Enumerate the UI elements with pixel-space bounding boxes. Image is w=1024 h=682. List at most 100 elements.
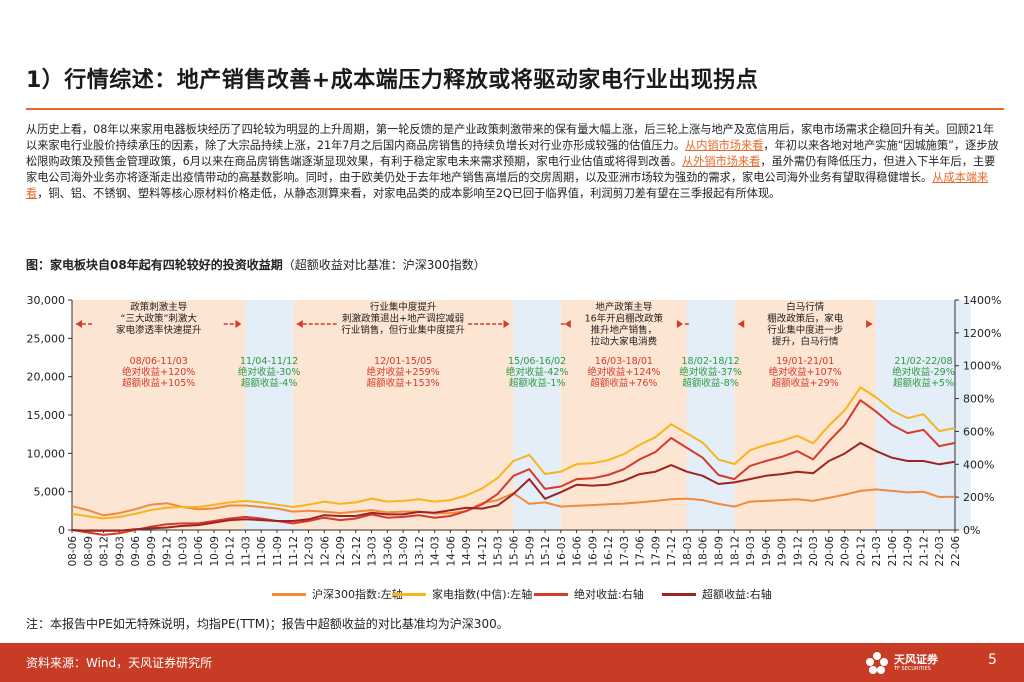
- annotation-stat: 19/01-21/01: [776, 356, 834, 367]
- annotation-desc: 行业集中度提升: [370, 301, 437, 313]
- annotation-desc: 提升，白马行情: [772, 336, 839, 348]
- y-left-tick-label: 20,000: [27, 371, 66, 384]
- annotation-stat: 超额收益+105%: [122, 377, 195, 389]
- x-tick-label: 16-06: [572, 536, 584, 567]
- intro-paragraph: 从历史上看，08年以来家用电器板块经历了四轮较为明显的上升周期，第一轮反馈的是产…: [26, 122, 1004, 202]
- annotation-stat: 超额收益+5%: [893, 377, 954, 389]
- arrow-head-icon: [76, 320, 82, 328]
- x-tick-label: 10-09: [209, 536, 221, 567]
- x-tick-label: 21-12: [918, 536, 930, 567]
- x-tick-label: 15-06: [509, 536, 521, 567]
- x-tick-label: 08-06: [67, 536, 79, 567]
- y-right-tick-label: 200%: [963, 491, 994, 504]
- shaded-band-down: [686, 300, 735, 530]
- x-tick-label: 15-12: [540, 536, 552, 567]
- annotation-stat: 08/06-11/03: [130, 356, 188, 367]
- arrow-head-icon: [564, 320, 571, 328]
- annotation-stat: 超额收益+76%: [590, 377, 657, 389]
- shaded-band-up: [734, 300, 877, 530]
- annotation-desc: 刺激政策退出+地产调控减弱: [342, 313, 464, 325]
- annotation-stat: 超额收益-4%: [241, 377, 298, 389]
- x-tick-label: 18-03: [682, 536, 694, 567]
- chart-legend: 沪深300指数:左轴 家电指数(中信):左轴 绝对收益:右轴 超额收益:右轴: [0, 586, 1024, 602]
- y-right-tick-label: 600%: [963, 425, 994, 438]
- shaded-band-up: [72, 300, 246, 530]
- figure-caption-subtitle: （超额收益对比基准：沪深300指数）: [282, 258, 486, 272]
- x-tick-label: 09-03: [114, 536, 126, 567]
- annotation-stat: 超额收益+29%: [772, 377, 839, 389]
- legend-item: 超额收益:右轴: [662, 586, 772, 602]
- x-tick-label: 20-12: [855, 536, 867, 567]
- legend-swatch: [534, 592, 568, 596]
- x-tick-label: 21-03: [871, 536, 883, 567]
- arrow-head-icon: [866, 320, 873, 328]
- highlight-domestic: 从内销市场来看: [685, 139, 764, 152]
- logo-text: 天风证券: [894, 653, 938, 666]
- x-tick-label: 13-09: [398, 536, 410, 567]
- page-number: 5: [988, 652, 997, 668]
- legend-label: 绝对收益:右轴: [574, 588, 644, 601]
- x-tick-label: 13-06: [382, 536, 394, 567]
- x-tick-label: 11-06: [256, 536, 268, 567]
- x-tick-label: 11-09: [272, 536, 284, 567]
- annotation-desc: 白马行情: [786, 301, 825, 313]
- y-right-tick-label: 400%: [963, 458, 994, 471]
- x-tick-label: 15-09: [524, 536, 536, 567]
- highlight-export: 从外销市场来看: [682, 155, 761, 168]
- x-tick-label: 14-09: [461, 536, 473, 567]
- arrow-head-icon: [738, 320, 745, 328]
- x-tick-label: 17-09: [650, 536, 662, 567]
- x-tick-label: 14-12: [477, 536, 489, 567]
- y-left-tick-label: 30,000: [27, 294, 66, 307]
- x-tick-label: 11-12: [288, 536, 300, 567]
- y-left-tick-label: 25,000: [27, 332, 66, 345]
- annotation-desc: 行业集中度进一步: [767, 324, 843, 336]
- logo-flower-icon: [866, 652, 888, 674]
- figure-caption-title: 图：家电板块自08年起有四轮较好的投资收益期: [26, 258, 283, 272]
- x-tick-label: 19-09: [777, 536, 789, 567]
- annotation-stat: 绝对收益+120%: [122, 366, 195, 378]
- annotation-stat: 18/02-18/12: [682, 356, 740, 367]
- shaded-band-down: [245, 300, 293, 530]
- arrow-head-icon: [296, 320, 303, 328]
- x-tick-label: 18-12: [729, 536, 741, 567]
- x-tick-label: 11-03: [240, 536, 252, 567]
- y-right-tick-label: 0%: [963, 524, 980, 537]
- arrow-head-icon: [503, 320, 510, 328]
- annotation-stat: 绝对收益-42%: [506, 366, 569, 378]
- x-tick-label: 12-09: [335, 536, 347, 567]
- series-line-1: [71, 386, 956, 520]
- x-tick-label: 17-03: [619, 536, 631, 567]
- x-tick-label: 08-09: [83, 536, 95, 567]
- figure-caption: 图：家电板块自08年起有四轮较好的投资收益期（超额收益对比基准：沪深300指数）: [26, 256, 486, 273]
- annotation-desc: 棚改政策后，家电: [767, 313, 844, 325]
- intro-text-2: ，年初以来各地对地产实施“因城施策”，逐步放松限购政策及预售金管理政策，6月以来…: [26, 139, 999, 168]
- intro-text-1: 从历史上看，08年以来家用电器板块经历了四轮较为明显的上升周期，第一轮反馈的是产…: [26, 123, 995, 152]
- x-tick-label: 08-12: [99, 536, 111, 567]
- x-tick-label: 17-12: [666, 536, 678, 567]
- x-tick-label: 21-09: [903, 536, 915, 567]
- shaded-band-up: [560, 300, 687, 530]
- x-tick-label: 12-12: [351, 536, 363, 567]
- x-tick-label: 18-06: [698, 536, 710, 567]
- annotation-desc: 16年开启棚改政策: [585, 313, 664, 325]
- x-tick-label: 16-03: [556, 536, 568, 567]
- x-tick-label: 17-06: [635, 536, 647, 567]
- annotation-desc: 推升地产销售，: [591, 324, 658, 336]
- intro-text-4: ，铜、铝、不锈钢、塑料等核心原材料价格走低，从静态测算来看，对家电品类的成本影响…: [37, 187, 781, 200]
- annotation-desc: “三大政策”刺激大: [121, 313, 198, 325]
- y-left-tick-label: 5,000: [34, 486, 66, 499]
- annotation-stat: 绝对收益-30%: [238, 366, 301, 378]
- annotation-desc: 政策刺激主导: [130, 301, 187, 313]
- annotation-stat: 16/03-18/01: [595, 356, 653, 367]
- annotation-desc: 拉动大家电消费: [591, 336, 658, 348]
- y-right-tick-label: 800%: [963, 393, 994, 406]
- annotation-desc: 行业销售，但行业集中度提升: [341, 324, 465, 336]
- series-line-3: [71, 441, 956, 532]
- annotation-stat: 11/04-11/12: [240, 356, 298, 367]
- annotation-stat: 绝对收益-37%: [679, 366, 742, 378]
- x-tick-label: 20-03: [808, 536, 820, 567]
- x-tick-label: 19-12: [792, 536, 804, 567]
- annotation-desc: 家电渗透率快速提升: [116, 324, 202, 336]
- x-tick-label: 15-03: [493, 536, 505, 567]
